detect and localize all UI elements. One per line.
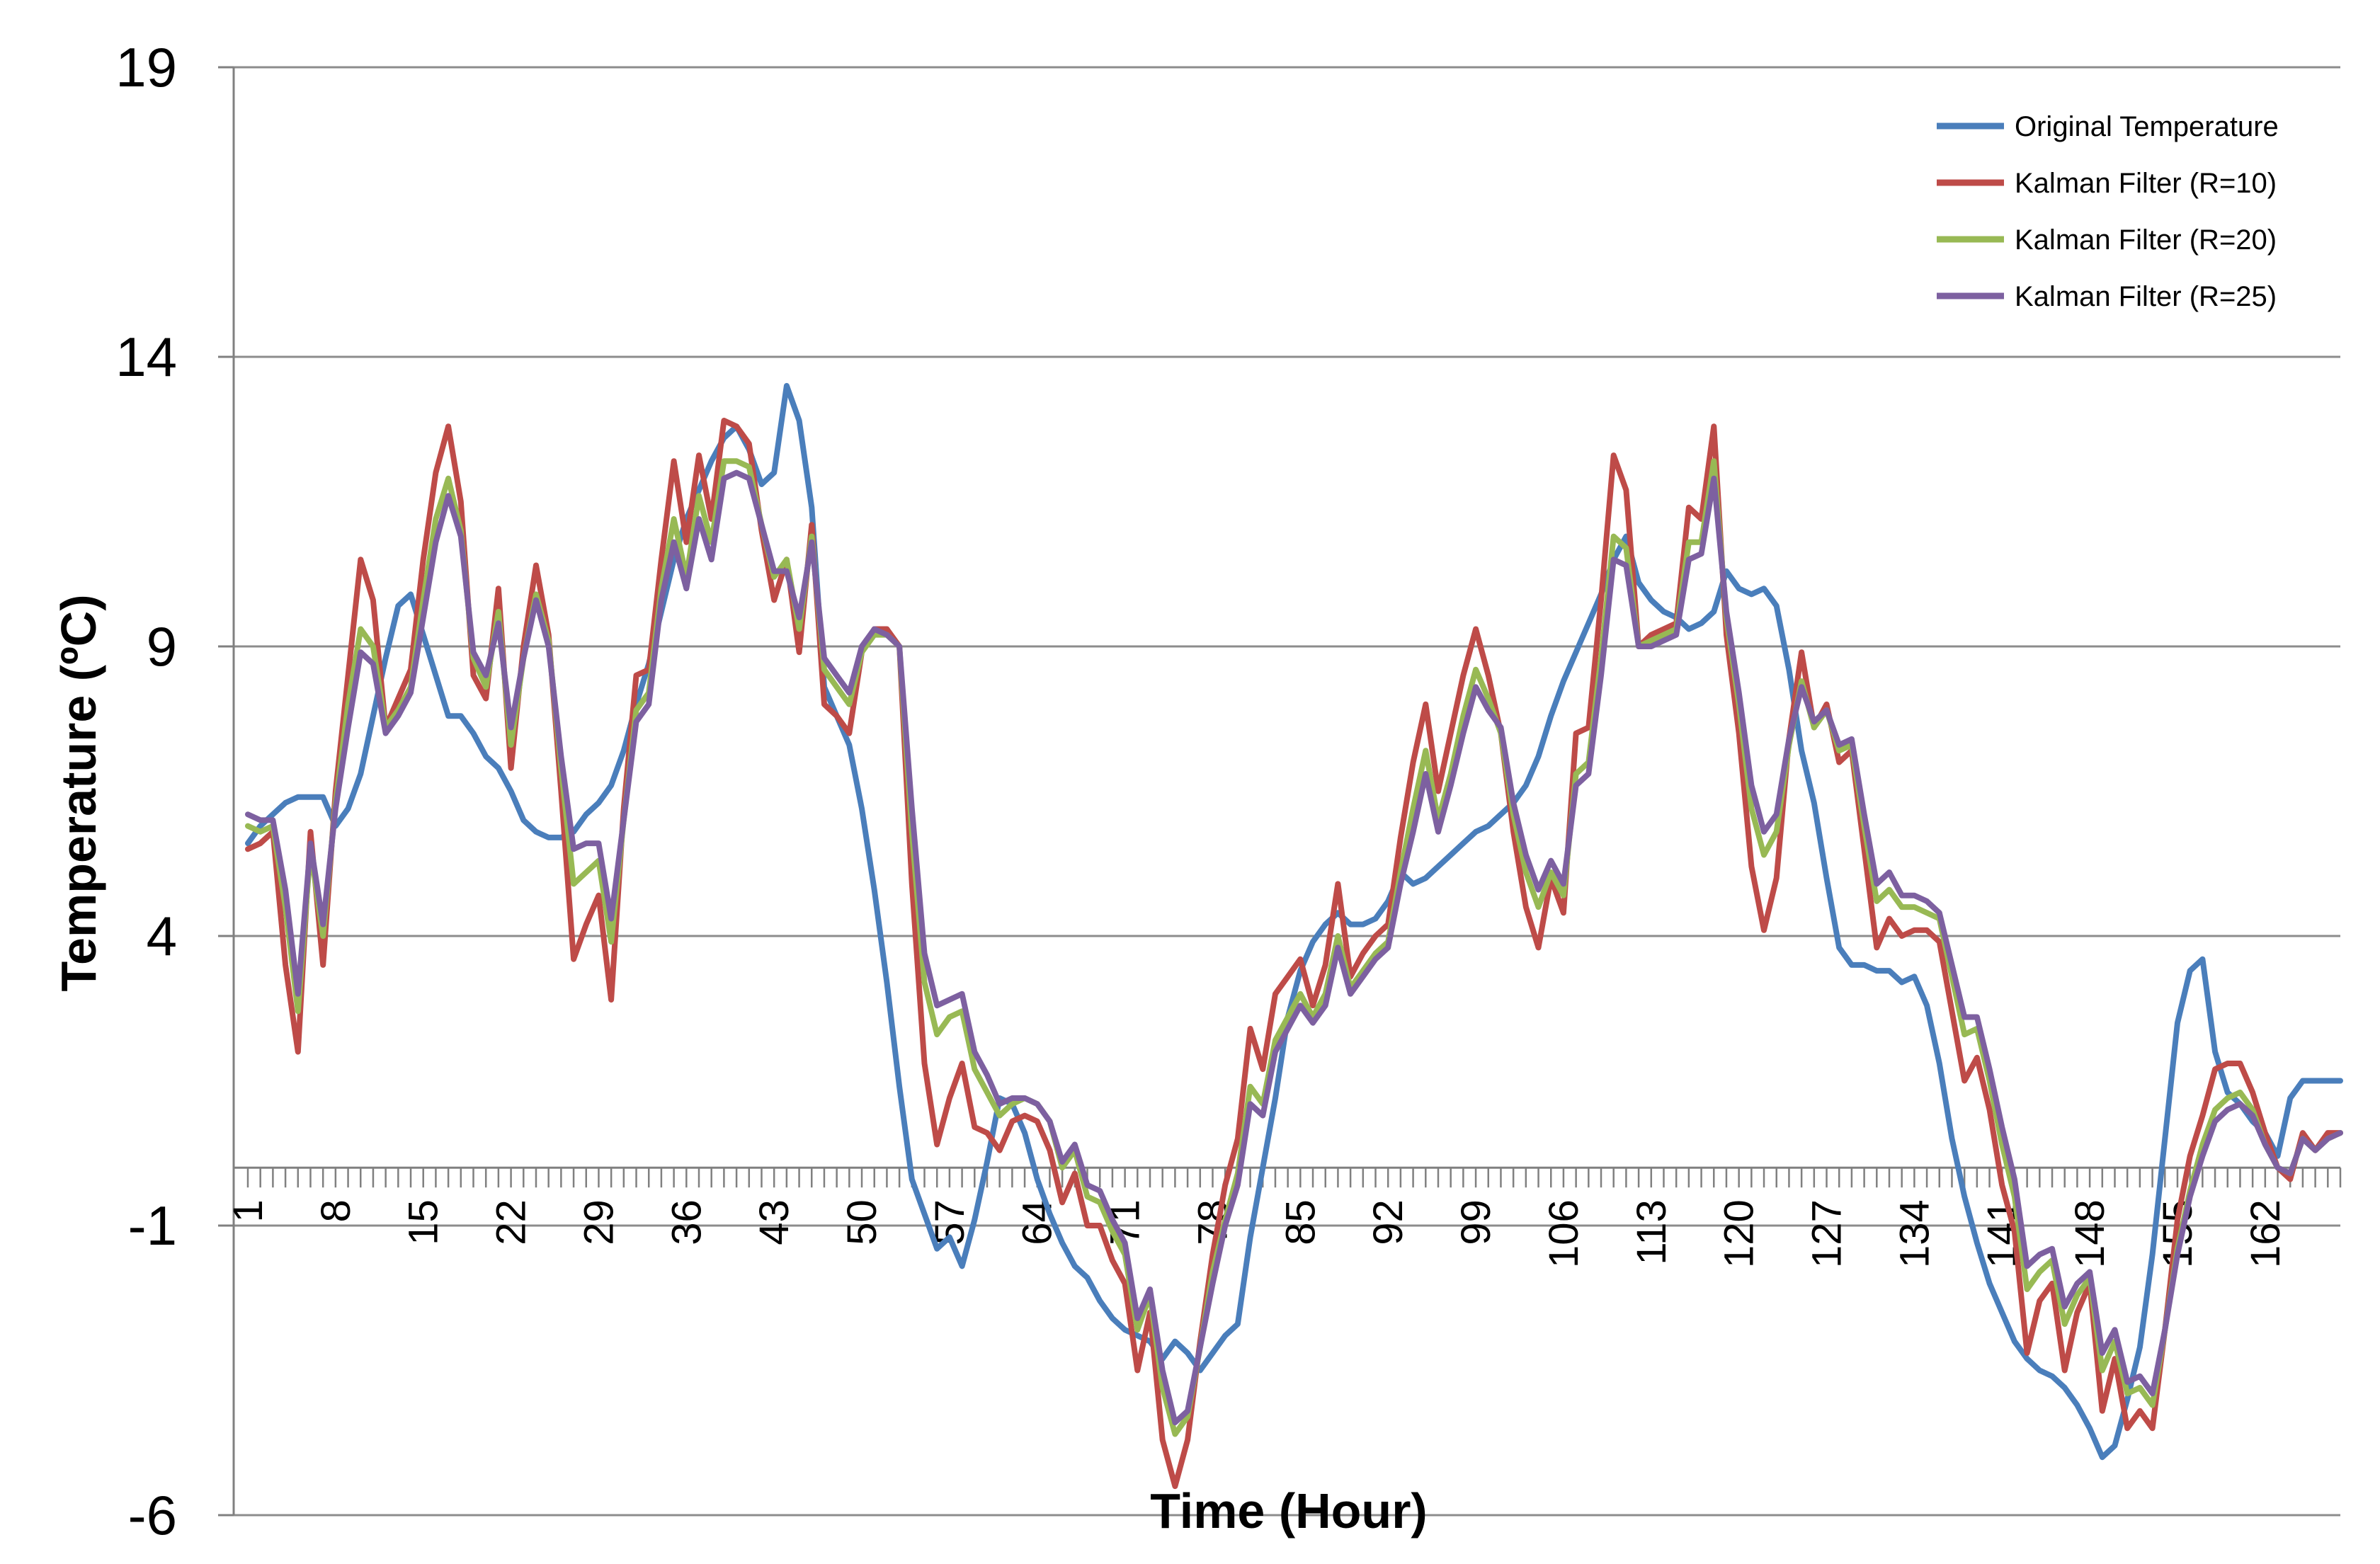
y-tick-label: 19 xyxy=(115,36,177,98)
y-axis-tick-labels: -6 -1 4 9 14 19 xyxy=(115,36,177,1546)
legend: Original Temperature Kalman Filter (R=10)… xyxy=(1937,111,2279,312)
x-tick-label: 50 xyxy=(839,1199,885,1245)
x-tick-label: 15 xyxy=(401,1199,447,1245)
legend-label: Kalman Filter (R=10) xyxy=(2015,168,2277,199)
x-tick-label: 120 xyxy=(1716,1199,1763,1268)
x-tick-label: 162 xyxy=(2243,1199,2289,1268)
x-tick-label: 1 xyxy=(225,1199,271,1222)
legend-label: Kalman Filter (R=20) xyxy=(2015,224,2277,256)
y-tick-label: 14 xyxy=(115,326,177,388)
x-tick-label: 113 xyxy=(1629,1199,1675,1265)
x-tick-label: 106 xyxy=(1541,1199,1587,1268)
series-line-4 xyxy=(245,469,2343,1426)
x-tick-label: 85 xyxy=(1277,1199,1323,1245)
x-axis-tick-marks xyxy=(246,1168,2342,1188)
x-tick-label: 36 xyxy=(664,1199,710,1245)
legend-label: Kalman Filter (R=25) xyxy=(2015,281,2277,312)
legend-label: Original Temperature xyxy=(2015,111,2279,142)
y-axis-title: Temperature (ºC) xyxy=(51,594,106,991)
x-tick-label: 127 xyxy=(1804,1199,1850,1268)
x-tick-label: 8 xyxy=(313,1199,359,1222)
x-tick-label: 148 xyxy=(2067,1199,2113,1268)
axes xyxy=(232,67,2342,1515)
x-tick-label: 92 xyxy=(1365,1199,1411,1245)
x-tick-label: 29 xyxy=(576,1199,622,1245)
x-tick-label: 99 xyxy=(1453,1199,1499,1245)
series-line-3 xyxy=(245,458,2343,1437)
x-tick-label: 134 xyxy=(1891,1199,1937,1268)
y-tick-label: -1 xyxy=(128,1194,177,1257)
series-line-1 xyxy=(245,382,2343,1461)
series-line-2 xyxy=(245,418,2343,1490)
series-lines xyxy=(245,382,2343,1490)
x-tick-label: 43 xyxy=(751,1199,797,1245)
y-tick-label: 4 xyxy=(147,905,177,967)
y-tick-label: -6 xyxy=(128,1484,177,1546)
x-axis-tick-labels: 1 8 15 22 29 36 43 50 57 64 71 78 85 92 99 106 113 120 127… xyxy=(225,1199,2289,1268)
y-tick-label: 9 xyxy=(147,615,177,678)
x-tick-label: 22 xyxy=(489,1199,535,1245)
x-axis-title: Time (Hour) xyxy=(1150,1483,1428,1539)
